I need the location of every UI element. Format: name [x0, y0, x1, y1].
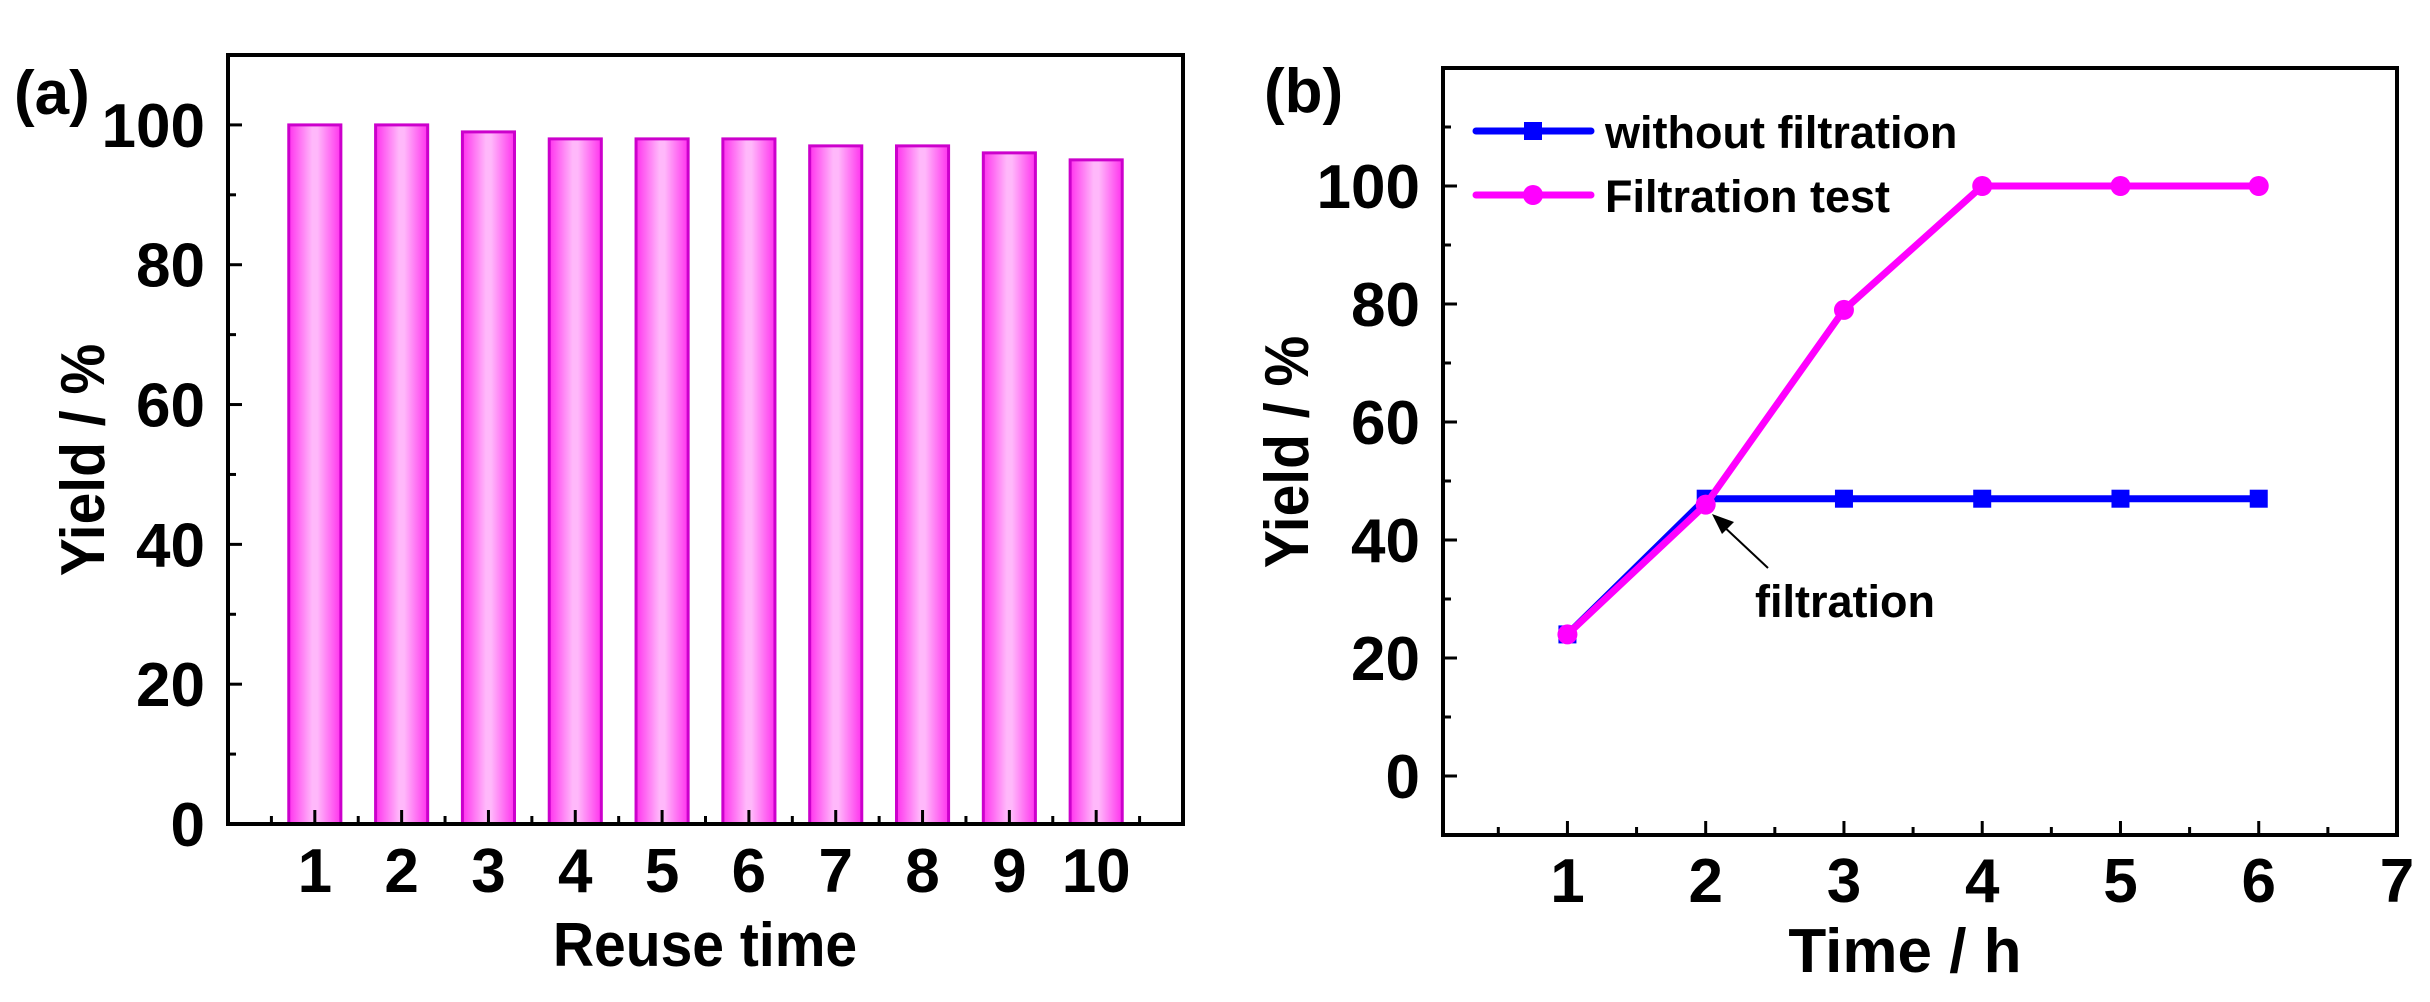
panel-b-legend: without filtration Filtration test: [1472, 107, 1957, 222]
x-tick-label: 8: [905, 837, 939, 906]
panel-a-label: (a): [14, 59, 90, 128]
filtration-arrow-head: [1712, 514, 1734, 534]
panel-a-frame: [226, 53, 1185, 826]
legend-marker-square: [1524, 122, 1542, 140]
data-point-circle: [2248, 176, 2269, 196]
legend-label: without filtration: [1604, 107, 1957, 158]
data-point-circle: [1972, 176, 1993, 196]
series-filtration-test: [1557, 176, 2269, 645]
bar-reuse-10: [1068, 158, 1124, 826]
panel-b-frame: [1441, 66, 2399, 837]
legend-label: Filtration test: [1605, 171, 1890, 222]
panel-b-axes: [1441, 66, 2399, 837]
panel-a-bars: [287, 123, 1124, 826]
data-point-circle: [1695, 494, 1716, 515]
data-point-square: [1834, 489, 1853, 508]
panel-b-series: [1557, 176, 2269, 645]
panel-a-x-axis-title: Reuse time: [553, 910, 857, 980]
panel-a-axes: [226, 53, 1185, 826]
y-tick-label: 60: [1351, 389, 1420, 458]
x-tick-label: 3: [471, 837, 505, 906]
series-line: [1563, 495, 2263, 638]
bar-reuse-7: [808, 144, 864, 826]
panel-b-y-axis-title: Yield / %: [1252, 336, 1322, 568]
y-tick-label: 80: [1351, 271, 1420, 340]
data-point-square: [2249, 489, 2268, 508]
y-tick-label: 0: [171, 791, 205, 860]
data-point-square: [1973, 489, 1992, 508]
y-tick-label: 100: [102, 92, 205, 161]
panel-b-annotation: filtration: [1712, 514, 1935, 627]
panel-b-x-axis-title: Time / h: [1788, 917, 2021, 986]
x-tick-label: 3: [1827, 847, 1861, 916]
legend-item-filtration-test: Filtration test: [1472, 171, 1890, 222]
bar-reuse-9: [981, 151, 1037, 826]
bar-reuse-5: [634, 137, 690, 826]
x-tick-label: 1: [298, 837, 332, 906]
y-tick-label: 80: [136, 232, 205, 301]
filtration-annotation: filtration: [1755, 576, 1935, 627]
bar-reuse-2: [374, 123, 430, 826]
series-line: [1563, 182, 2263, 638]
data-point-circle: [1833, 299, 1854, 320]
x-tick-label: 5: [2103, 847, 2137, 916]
x-tick-label: 4: [1965, 847, 2000, 916]
panel-a-y-axis-title: Yield / %: [48, 344, 118, 576]
x-tick-label: 2: [384, 837, 418, 906]
x-tick-label: 6: [2241, 847, 2275, 916]
panel-a-x-tick-labels: 1 2 3 4 5 6 7 8 9 10: [298, 837, 1131, 906]
panel-b: (b) 0 20 40 60 80 100 1 2 3 4 5 6 7 without filtrat…: [1252, 57, 2414, 986]
bar-reuse-1: [287, 123, 343, 826]
bar-reuse-8: [895, 144, 951, 826]
y-tick-label: 40: [136, 511, 205, 580]
panel-b-label: (b): [1264, 57, 1343, 126]
y-tick-label: 0: [1386, 743, 1420, 812]
bar-reuse-6: [721, 137, 777, 826]
x-tick-label: 7: [2380, 847, 2414, 916]
data-point-square: [2111, 489, 2130, 508]
bar-reuse-4: [547, 137, 603, 826]
y-tick-label: 100: [1317, 153, 1420, 222]
y-tick-label: 20: [136, 651, 205, 720]
bar-reuse-3: [460, 130, 516, 826]
x-tick-label: 6: [732, 837, 766, 906]
legend-marker-circle: [1523, 185, 1543, 205]
x-tick-label: 2: [1688, 847, 1722, 916]
x-tick-label: 10: [1062, 837, 1131, 906]
y-tick-label: 20: [1351, 625, 1420, 694]
x-tick-label: 4: [558, 837, 593, 906]
x-tick-label: 7: [818, 837, 852, 906]
legend-item-without-filtration: without filtration: [1472, 107, 1957, 158]
filtration-arrow-line: [1719, 522, 1769, 569]
data-point-circle: [1557, 624, 1578, 645]
x-tick-label: 9: [992, 837, 1026, 906]
panel-b-x-tick-labels: 1 2 3 4 5 6 7: [1550, 847, 2414, 916]
y-tick-label: 40: [1351, 507, 1420, 576]
data-point-circle: [2110, 176, 2131, 196]
x-tick-label: 5: [645, 837, 679, 906]
panel-b-y-tick-labels: 0 20 40 60 80 100: [1317, 153, 1420, 812]
y-tick-label: 60: [136, 372, 205, 441]
panel-a-y-tick-labels: 0 20 40 60 80 100: [102, 92, 205, 860]
x-tick-label: 1: [1550, 847, 1584, 916]
